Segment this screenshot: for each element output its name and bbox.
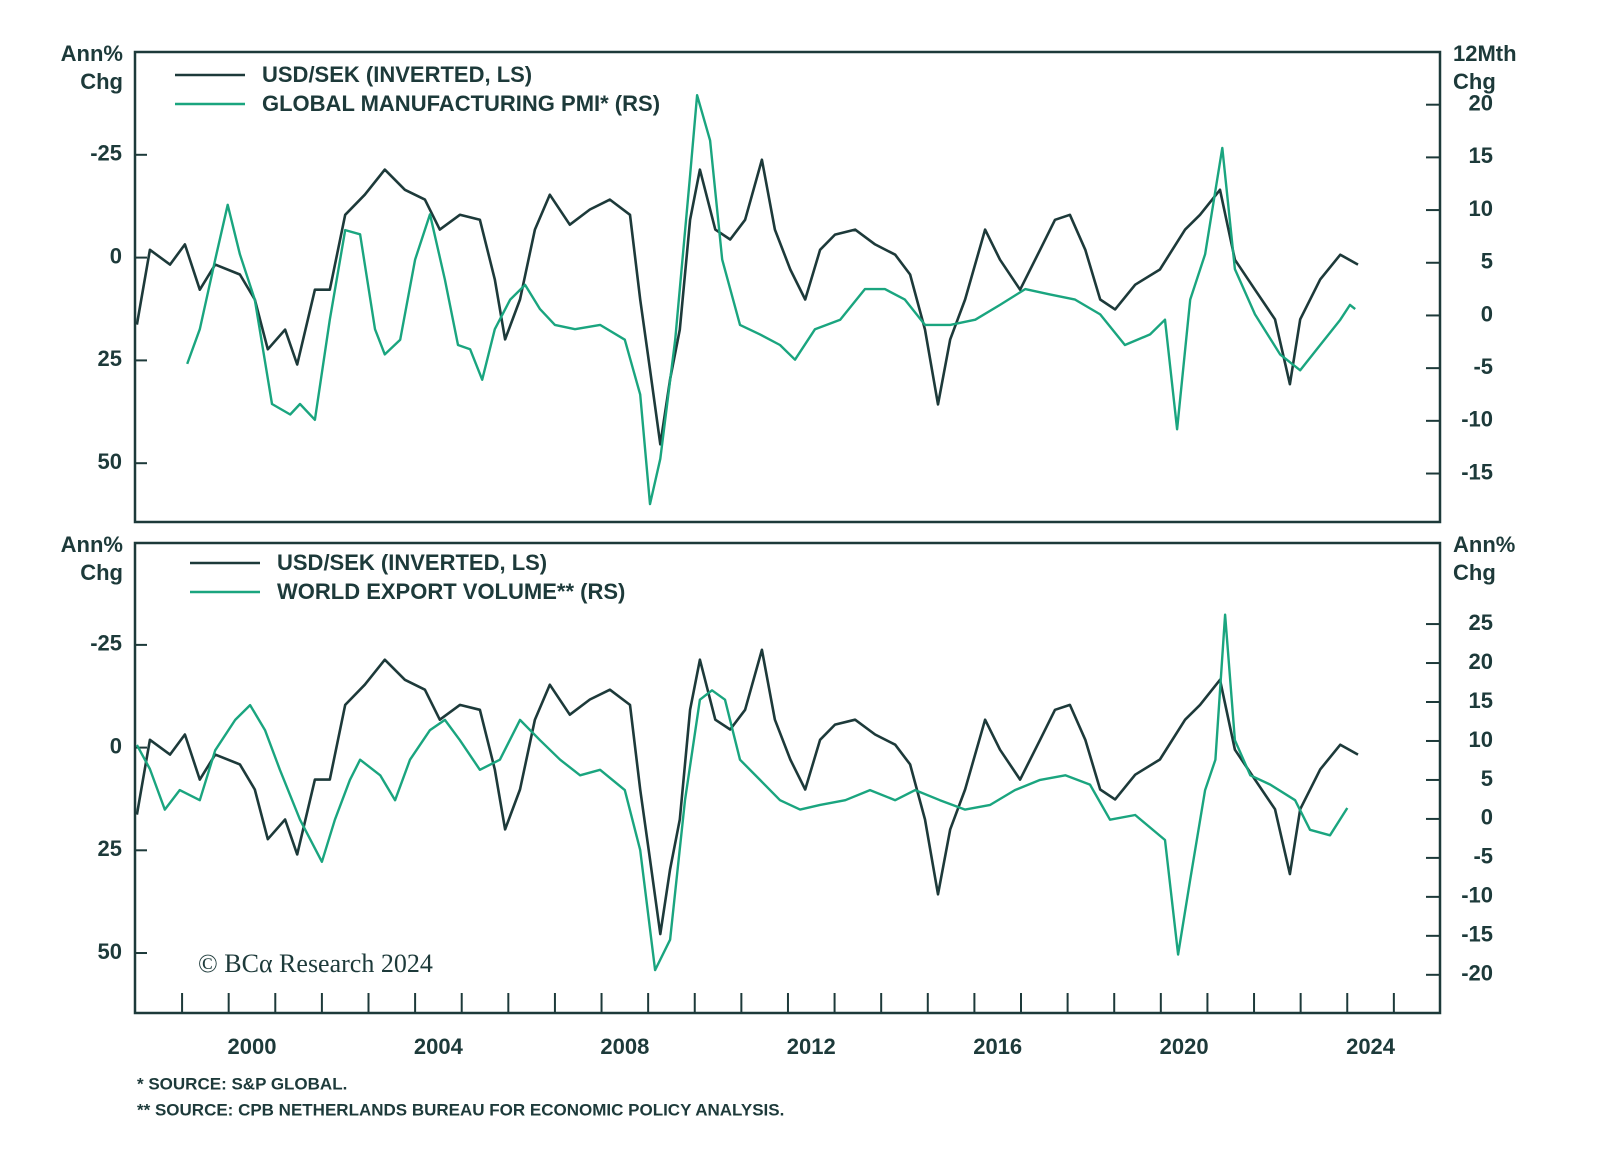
y2-tick-label: 5 xyxy=(1481,249,1493,274)
y2-tick-label: -15 xyxy=(1461,922,1493,947)
y2-axis-label: Chg xyxy=(1453,69,1496,94)
x-tick-label: 2016 xyxy=(973,1034,1022,1059)
data-line xyxy=(135,158,1359,446)
x-tick-label: 2020 xyxy=(1160,1034,1209,1059)
y2-tick-label: -5 xyxy=(1473,354,1493,379)
y-tick-label: 50 xyxy=(98,449,122,474)
y2-tick-label: 0 xyxy=(1481,805,1493,830)
y2-tick-label: 5 xyxy=(1481,766,1493,791)
x-tick-label: 2008 xyxy=(600,1034,649,1059)
y2-tick-label: 0 xyxy=(1481,301,1493,326)
y2-axis-label: 12Mth xyxy=(1453,41,1517,66)
y2-tick-label: -5 xyxy=(1473,844,1493,869)
plot-frame xyxy=(133,50,1442,524)
y2-tick-label: -20 xyxy=(1461,961,1493,986)
x-tick-label: 2012 xyxy=(787,1034,836,1059)
x-tick-label: 2024 xyxy=(1346,1034,1396,1059)
y2-tick-label: 25 xyxy=(1469,610,1493,635)
y2-tick-label: 15 xyxy=(1469,688,1493,713)
y-tick-label: -25 xyxy=(90,141,122,166)
y2-axis-label: Chg xyxy=(1453,560,1496,585)
legend-label: GLOBAL MANUFACTURING PMI* (RS) xyxy=(262,91,660,116)
y2-tick-label: -10 xyxy=(1461,407,1493,432)
y2-tick-label: 20 xyxy=(1469,649,1493,674)
y2-axis-label: Ann% xyxy=(1453,532,1515,557)
y2-tick-label: 10 xyxy=(1469,196,1493,221)
y-axis-label: Ann% xyxy=(61,532,123,557)
y2-tick-label: -10 xyxy=(1461,883,1493,908)
y-axis-label: Chg xyxy=(80,560,123,585)
footnote: * SOURCE: S&P GLOBAL. xyxy=(137,1074,347,1093)
y-axis-label: Chg xyxy=(80,69,123,94)
y-tick-label: 25 xyxy=(98,346,122,371)
y2-tick-label: 20 xyxy=(1469,91,1493,116)
y2-tick-label: 15 xyxy=(1469,143,1493,168)
y-tick-label: -25 xyxy=(90,631,122,656)
data-line xyxy=(186,94,1356,506)
data-line xyxy=(135,648,1359,936)
x-tick-label: 2004 xyxy=(414,1034,464,1059)
legend-label: USD/SEK (INVERTED, LS) xyxy=(262,62,532,87)
y2-tick-label: -15 xyxy=(1461,459,1493,484)
y-tick-label: 50 xyxy=(98,939,122,964)
y2-tick-label: 10 xyxy=(1469,727,1493,752)
legend-label: WORLD EXPORT VOLUME** (RS) xyxy=(277,579,625,604)
y-tick-label: 0 xyxy=(110,733,122,758)
y-tick-label: 25 xyxy=(98,836,122,861)
y-axis-label: Ann% xyxy=(61,41,123,66)
y-tick-label: 0 xyxy=(110,243,122,268)
credit: © BCα Research 2024 xyxy=(198,949,433,978)
footnote: ** SOURCE: CPB NETHERLANDS BUREAU FOR EC… xyxy=(137,1100,784,1119)
x-tick-label: 2000 xyxy=(228,1034,277,1059)
data-line xyxy=(135,613,1349,972)
legend-label: USD/SEK (INVERTED, LS) xyxy=(277,550,547,575)
